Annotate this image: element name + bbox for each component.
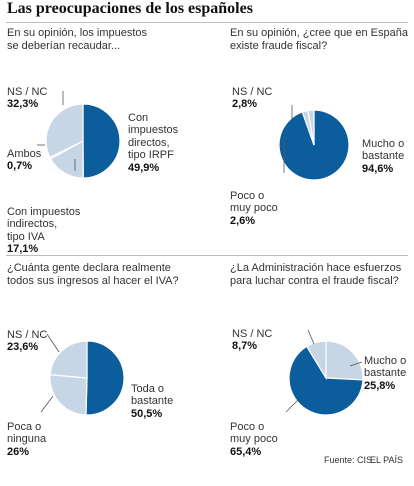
- pie-slice: [305, 340, 327, 381]
- pie-chart: [278, 105, 350, 181]
- pie-slice: [307, 109, 315, 146]
- slice-label: Poco o muy poco 2,6%: [230, 189, 278, 227]
- pie-chart: [37, 91, 121, 179]
- pie-slice: [85, 340, 125, 416]
- leader-line: [349, 361, 363, 367]
- slice-label: Con impuestos directos, tipo IRPF 49,9%: [128, 111, 179, 174]
- slice-label: Ambos 0,7%: [7, 147, 42, 173]
- slice-label: Poca o ninguna 26%: [7, 420, 47, 458]
- slice-label: NS / NC 2,8%: [232, 85, 273, 111]
- chart-question: ¿Cuánta gente declara realmente todos su…: [7, 262, 179, 287]
- title-divider: [6, 22, 408, 23]
- pie-slice: [45, 103, 84, 159]
- slice-label: NS / NC 23,6%: [7, 328, 48, 354]
- leader-line: [40, 395, 54, 413]
- slice-label: Toda o bastante 50,5%: [131, 382, 174, 420]
- chart-fraude: En su opinión, ¿cree que en España exist…: [230, 27, 414, 251]
- pie-slice: [325, 340, 364, 381]
- publisher-credit: EL PAÍS: [370, 455, 404, 465]
- pie-slice: [82, 103, 121, 179]
- slice-label: Mucho o bastante 25,8%: [364, 354, 407, 392]
- slice-label: NS / NC 8,7%: [232, 327, 273, 353]
- slice-label: NS / NC 32,3%: [7, 85, 48, 111]
- leader-line: [46, 333, 60, 353]
- chart-question: En su opinión, los impuestos se deberían…: [7, 27, 148, 52]
- pie-slice: [49, 340, 88, 379]
- slice-label: Con impuestos indirectos, tipo IVA 17,1%: [7, 205, 81, 256]
- slice-label: Poco o muy poco 65,4%: [230, 420, 278, 458]
- pie-slice: [288, 345, 364, 416]
- leader-line: [307, 329, 315, 345]
- pie-chart: [40, 333, 125, 416]
- chart-question: ¿La Administración hace esfuerzos para l…: [230, 262, 402, 287]
- chart-recaudacion: En su opinión, los impuestos se deberían…: [7, 27, 213, 255]
- chart-declaracion: ¿Cuánta gente declara realmente todos su…: [7, 262, 213, 486]
- row-divider: [6, 255, 408, 256]
- chart-question: En su opinión, ¿cree que en España exist…: [230, 27, 408, 52]
- chart-administracion: ¿La Administración hace esfuerzos para l…: [230, 262, 414, 486]
- pie-chart: [285, 329, 364, 416]
- leader-line: [285, 399, 299, 413]
- page-title: Las preocupaciones de los españoles: [7, 0, 253, 17]
- source-note: Fuente: CIS.: [324, 455, 375, 465]
- slice-label: Mucho o bastante 94,6%: [362, 137, 405, 175]
- pie-slice: [49, 374, 88, 416]
